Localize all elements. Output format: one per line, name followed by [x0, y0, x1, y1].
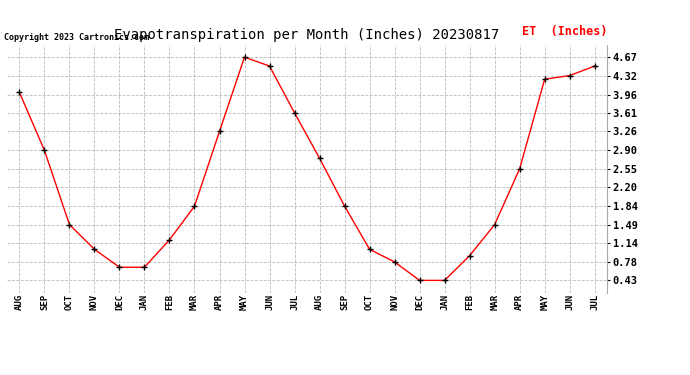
- Text: ET  (Inches): ET (Inches): [522, 25, 607, 38]
- Text: Copyright 2023 Cartronics.com: Copyright 2023 Cartronics.com: [4, 33, 149, 42]
- Title: Evapotranspiration per Month (Inches) 20230817: Evapotranspiration per Month (Inches) 20…: [115, 28, 500, 42]
